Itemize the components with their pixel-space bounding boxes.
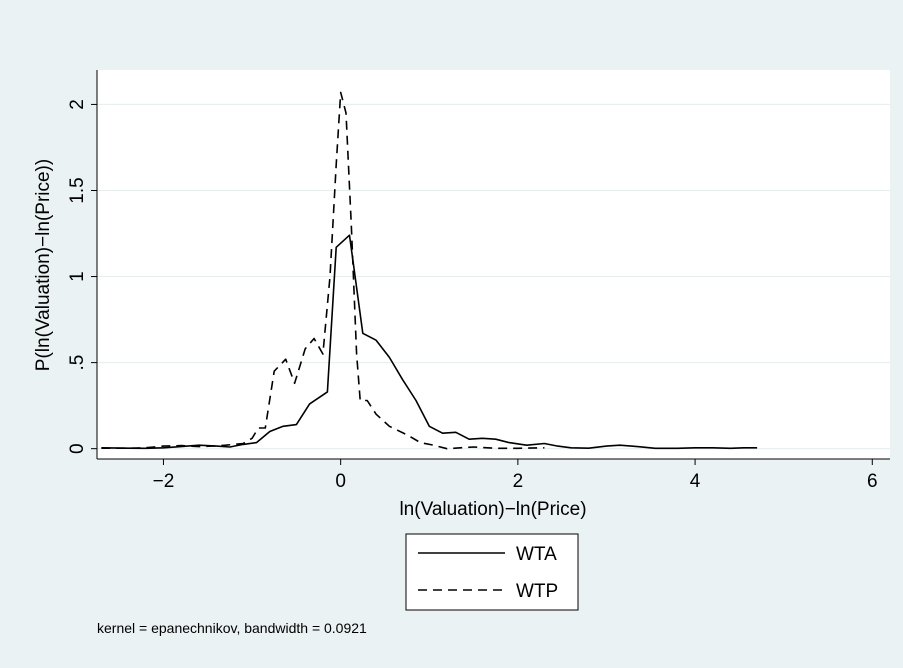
y-tick-label: 0 (67, 443, 88, 454)
y-ticks: 0 .5 1 1.5 2 (67, 99, 97, 454)
axes (96, 70, 890, 460)
x-tick-label: 4 (690, 471, 701, 492)
y-tick-label: 1 (67, 271, 88, 282)
y-tick-label: 1.5 (67, 177, 88, 203)
legend-wtp-label: WTP (516, 581, 558, 602)
series-lines (101, 91, 758, 450)
legend-box (405, 533, 579, 611)
y-tick-label: .5 (67, 355, 88, 371)
x-tick-label: 2 (513, 471, 524, 492)
series-line-wta (101, 234, 758, 450)
plot-area (97, 70, 890, 459)
x-axis-label: ln(Valuation)−ln(Price) (399, 499, 586, 520)
y-tick-label: 2 (67, 99, 88, 110)
gridlines (97, 103, 890, 450)
series-line-wtp (101, 91, 545, 450)
x-tick-label: −2 (153, 471, 175, 492)
x-ticks: −2 0 2 4 6 (153, 459, 878, 492)
legend-wta-label: WTA (516, 544, 557, 565)
y-axis-label: P(ln(Valuation)−ln(Price)) (33, 159, 54, 371)
x-tick-label: 6 (867, 471, 878, 492)
kernel-note: kernel = epanechnikov, bandwidth = 0.092… (97, 620, 367, 636)
x-tick-label: 0 (335, 471, 346, 492)
legend: WTA WTP (405, 533, 579, 611)
